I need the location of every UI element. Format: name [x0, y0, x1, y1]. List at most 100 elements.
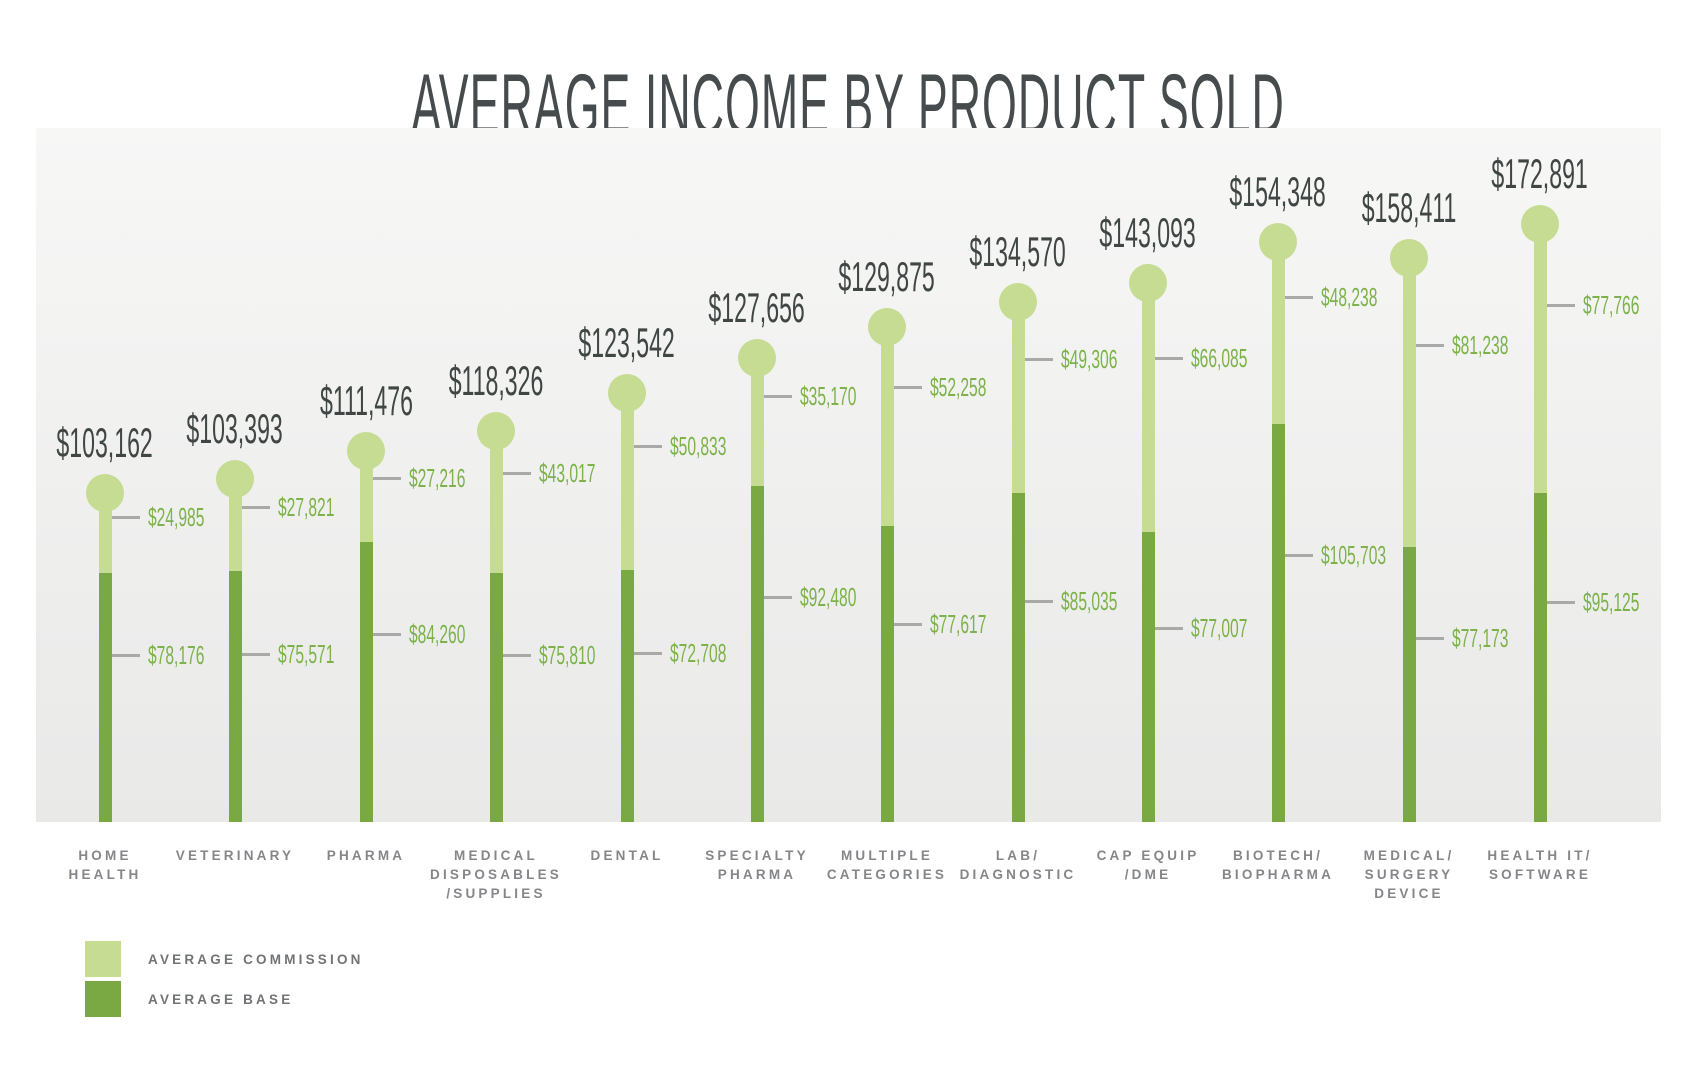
base-value-label: $78,176: [148, 641, 242, 669]
total-label-text: $143,093: [1099, 209, 1197, 256]
commission-value-text: $43,017: [539, 458, 596, 488]
commission-tick-line: [242, 506, 270, 509]
commission-value-label: $24,985: [148, 503, 242, 531]
base-tick-line: [242, 653, 270, 656]
legend-commission-label: AVERAGE COMMISSION: [148, 951, 364, 967]
category-label-line: BIOTECH/: [1232, 848, 1324, 863]
base-value-text: $95,125: [1583, 587, 1640, 617]
bar-stem-commission: [1403, 258, 1416, 547]
base-value-text: $105,703: [1321, 540, 1387, 570]
category-label-line: HOME: [78, 848, 132, 863]
commission-value-text: $35,170: [800, 381, 857, 411]
commission-tick-line: [1025, 358, 1053, 361]
bar-circle: [216, 460, 254, 498]
base-tick-line: [1416, 637, 1444, 640]
commission-value-label: $27,821: [278, 493, 372, 521]
bar-stem-base: [1272, 424, 1285, 822]
total-label-text: $158,411: [1361, 184, 1457, 231]
commission-value-label: $27,216: [409, 464, 503, 492]
bar-stem-base: [1142, 532, 1155, 822]
base-value-label: $95,125: [1583, 588, 1677, 616]
category-label: HEALTH IT/SOFTWARE: [1445, 846, 1635, 884]
bar-circle: [1390, 239, 1428, 277]
bar-stem-base: [1534, 493, 1547, 822]
bar-circle: [86, 474, 124, 512]
bar-stem-base: [751, 486, 764, 822]
legend-base-label: AVERAGE BASE: [148, 991, 294, 1007]
commission-value-label: $43,017: [539, 459, 633, 487]
base-value-label: $77,173: [1452, 624, 1546, 652]
commission-tick-line: [764, 395, 792, 398]
base-tick-line: [1285, 554, 1313, 557]
base-tick-line: [503, 654, 531, 657]
category-label-line: LAB/: [995, 848, 1041, 863]
category-label-line: CATEGORIES: [826, 867, 948, 882]
bar-circle: [347, 432, 385, 470]
commission-value-text: $48,238: [1321, 282, 1378, 312]
bar-stem-commission: [1272, 242, 1285, 424]
total-label: $118,326: [386, 359, 606, 403]
total-label: $154,348: [1168, 170, 1388, 214]
category-label-line: MEDICAL/: [1363, 848, 1455, 863]
category-label-line: /SUPPLIES: [446, 886, 546, 901]
commission-value-text: $24,985: [148, 502, 205, 532]
category-label-line: VETERINARY: [175, 848, 295, 863]
base-value-label: $75,810: [539, 641, 633, 669]
category-label-line: HEALTH IT/: [1487, 848, 1593, 863]
category-label-line: DIAGNOSTIC: [959, 867, 1077, 882]
base-value-text: $77,617: [930, 609, 987, 639]
category-label-line: HEALTH: [68, 867, 142, 882]
commission-tick-line: [1155, 357, 1183, 360]
total-label: $103,162: [0, 421, 215, 465]
bar-stem-commission: [881, 327, 894, 526]
commission-value-text: $49,306: [1061, 344, 1118, 374]
total-label-text: $172,891: [1491, 150, 1589, 197]
base-tick-line: [894, 623, 922, 626]
total-label: $134,570: [908, 230, 1128, 274]
total-label: $123,542: [517, 321, 737, 365]
total-label-text: $127,656: [708, 284, 806, 331]
commission-value-text: $77,766: [1583, 290, 1640, 320]
bar-stem-base: [490, 573, 503, 822]
plot-area: [36, 128, 1661, 822]
commission-tick-line: [503, 472, 531, 475]
bar-circle: [1259, 223, 1297, 261]
category-label-line: SURGERY: [1364, 867, 1454, 882]
commission-tick-line: [634, 445, 662, 448]
legend-base-swatch: [85, 981, 121, 1017]
commission-tick-line: [1547, 304, 1575, 307]
commission-value-label: $81,238: [1452, 331, 1546, 359]
base-value-text: $92,480: [800, 582, 857, 612]
total-label-text: $129,875: [838, 253, 936, 300]
base-tick-line: [764, 596, 792, 599]
bar-stem-base: [1403, 547, 1416, 822]
total-label-text: $111,476: [319, 377, 413, 424]
legend-item-base: AVERAGE BASE: [85, 981, 364, 1017]
category-label: PHARMA: [271, 846, 461, 865]
total-label: $127,656: [647, 286, 867, 330]
category-label: MULTIPLE CATEGORIES: [792, 846, 982, 884]
total-label-text: $118,326: [448, 357, 544, 404]
category-label-line: PHARMA: [326, 848, 406, 863]
commission-tick-line: [112, 516, 140, 519]
category-label-line: /DME: [1124, 867, 1172, 882]
base-tick-line: [112, 654, 140, 657]
base-tick-line: [634, 652, 662, 655]
bar-circle: [477, 412, 515, 450]
total-label-text: $103,162: [56, 419, 154, 466]
total-label-text: $103,393: [186, 405, 284, 452]
category-label: MEDICAL DISPOSABLES/SUPPLIES: [401, 846, 591, 903]
base-value-label: $85,035: [1061, 587, 1155, 615]
commission-value-label: $49,306: [1061, 345, 1155, 373]
commission-value-text: $52,258: [930, 372, 987, 402]
category-label-line: DENTAL: [590, 848, 664, 863]
category-label: BIOTECH/BIOPHARMA: [1183, 846, 1373, 884]
total-label: $111,476: [256, 379, 476, 423]
category-label: VETERINARY: [140, 846, 330, 865]
base-value-label: $92,480: [800, 583, 894, 611]
total-label: $143,093: [1038, 211, 1258, 255]
category-label-line: DEVICE: [1374, 886, 1444, 901]
commission-tick-line: [894, 386, 922, 389]
commission-value-label: $52,258: [930, 373, 1024, 401]
